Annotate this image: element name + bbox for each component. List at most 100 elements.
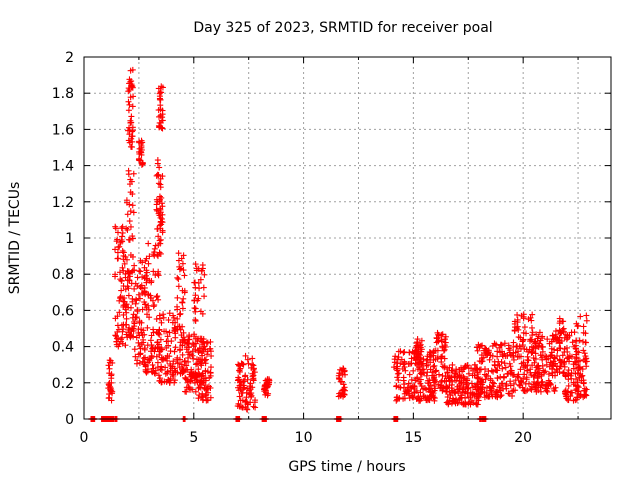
data-point <box>129 269 136 276</box>
data-point <box>583 358 590 365</box>
data-point <box>189 348 196 355</box>
data-point <box>171 327 178 334</box>
data-point <box>127 67 134 74</box>
data-point <box>197 379 204 386</box>
data-point <box>432 368 439 375</box>
data-point <box>536 329 543 336</box>
data-point <box>461 375 468 382</box>
data-point <box>125 292 132 299</box>
data-point <box>179 342 186 349</box>
data-point <box>124 211 131 218</box>
data-point <box>155 268 162 275</box>
data-point <box>562 373 569 380</box>
data-point <box>234 377 241 384</box>
data-point <box>154 171 161 178</box>
data-point <box>157 336 164 343</box>
data-point <box>434 355 441 362</box>
data-point <box>464 390 471 397</box>
data-point <box>116 243 123 250</box>
data-point <box>562 388 569 395</box>
data-point <box>554 352 561 359</box>
data-point <box>197 276 204 283</box>
data-point <box>198 338 205 345</box>
data-point <box>474 347 481 354</box>
data-point <box>402 388 409 395</box>
data-point <box>475 393 482 400</box>
data-point <box>183 362 190 369</box>
data-point <box>157 181 164 188</box>
data-point <box>145 292 152 299</box>
data-point <box>145 306 152 313</box>
data-point <box>394 370 401 377</box>
data-point <box>184 340 191 347</box>
data-point <box>136 295 143 302</box>
data-point <box>192 361 199 368</box>
data-point <box>203 386 210 393</box>
data-point <box>457 374 464 381</box>
data-point <box>195 295 202 302</box>
data-point <box>128 143 135 150</box>
data-point <box>441 342 448 349</box>
data-point <box>148 332 155 339</box>
data-point <box>405 380 412 387</box>
data-point <box>196 392 203 399</box>
data-point <box>202 385 209 392</box>
data-point <box>154 225 161 232</box>
data-point <box>453 377 460 384</box>
data-point <box>126 131 133 138</box>
data-point <box>179 305 186 312</box>
data-point <box>116 309 123 316</box>
data-point <box>431 397 438 404</box>
y-tick-label: 0.8 <box>52 267 74 283</box>
data-point <box>583 355 590 362</box>
data-point <box>556 345 563 352</box>
data-point <box>166 310 173 317</box>
x-tick-label: 15 <box>404 430 422 446</box>
data-point <box>401 363 408 370</box>
data-point <box>552 384 559 391</box>
data-point <box>159 117 166 124</box>
data-point <box>427 388 434 395</box>
data-point <box>131 320 138 327</box>
data-point <box>147 295 154 302</box>
data-point <box>493 367 500 374</box>
data-point <box>202 346 209 353</box>
data-point <box>249 355 256 362</box>
data-point <box>435 338 442 345</box>
data-point <box>117 293 124 300</box>
data-point <box>172 334 179 341</box>
x-tick-labels: 0 5 10 15 20 <box>80 430 533 446</box>
data-point <box>183 388 190 395</box>
data-point <box>185 358 192 365</box>
data-point <box>460 384 467 391</box>
data-point <box>418 382 425 389</box>
data-point <box>149 361 156 368</box>
data-point <box>411 385 418 392</box>
data-point <box>112 271 119 278</box>
data-point <box>425 396 432 403</box>
data-point <box>117 239 124 246</box>
data-point <box>202 368 209 375</box>
data-point <box>136 360 143 367</box>
data-point <box>479 342 486 349</box>
data-point <box>538 381 545 388</box>
data-point <box>136 343 143 350</box>
data-point <box>518 360 525 367</box>
data-point <box>239 404 246 411</box>
data-point <box>442 339 449 346</box>
data-point <box>158 319 165 326</box>
data-point <box>195 395 202 402</box>
y-tick-label: 0.6 <box>52 303 74 319</box>
data-point <box>407 360 414 367</box>
data-point <box>133 314 140 321</box>
data-point <box>445 401 452 408</box>
data-point <box>583 312 590 319</box>
data-point <box>247 380 254 387</box>
data-point <box>521 388 528 395</box>
y-tick-label: 0 <box>65 412 74 428</box>
data-point <box>236 362 243 369</box>
data-point <box>430 375 437 382</box>
y-axis-label: SRMTID / TECUs <box>7 182 23 295</box>
data-point <box>490 380 497 387</box>
